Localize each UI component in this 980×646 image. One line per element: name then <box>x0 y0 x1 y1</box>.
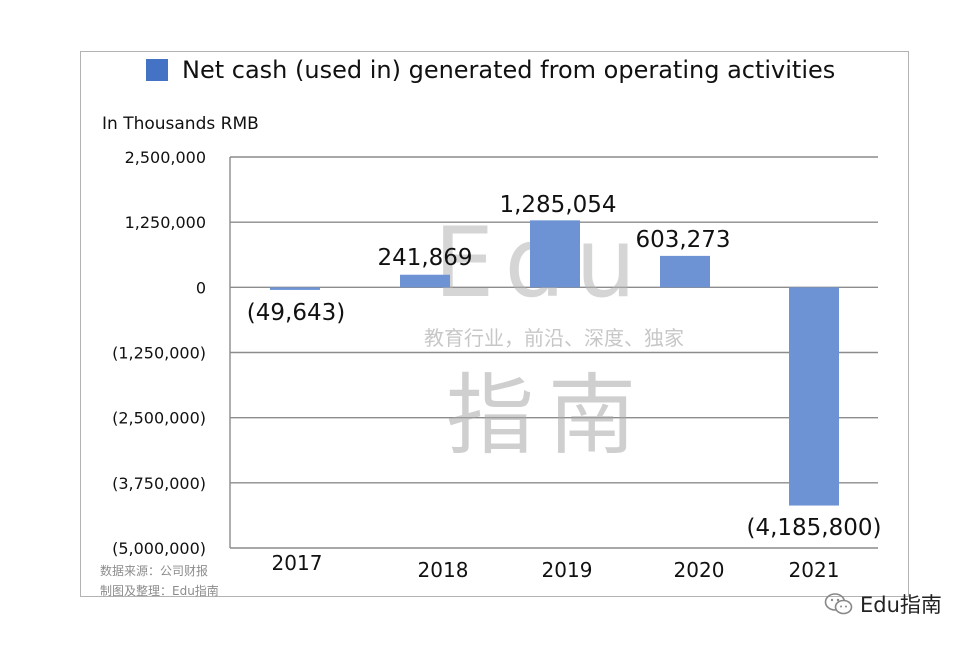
y-tick-label: 1,250,000 <box>125 213 206 232</box>
y-tick-label: (3,750,000) <box>112 474 206 493</box>
legend-swatch <box>146 59 168 81</box>
y-tick-label: (1,250,000) <box>112 344 206 363</box>
y-tick-label: 0 <box>196 278 206 297</box>
bar-2020 <box>660 255 710 288</box>
source-line-1: 数据来源：公司财报 <box>100 564 209 578</box>
x-tick-label: 2021 <box>789 558 840 582</box>
brand-label: Edu指南 <box>860 593 942 617</box>
y-tick-label: 2,500,000 <box>125 148 206 167</box>
wechat-icon <box>824 593 853 615</box>
y-tick-labels: 2,500,000 1,250,000 0 (1,250,000) (2,500,000… <box>112 148 206 558</box>
y-tick-label: (5,000,000) <box>112 539 206 558</box>
bar-2017 <box>270 287 320 290</box>
data-label: (49,643) <box>247 300 345 326</box>
data-label: 241,869 <box>377 245 472 271</box>
watermark-line-2: 教育行业，前沿、深度、独家 <box>424 326 684 350</box>
chart-frame <box>80 51 909 597</box>
watermark-line-3: 指南 <box>446 364 650 467</box>
bars <box>270 220 839 506</box>
data-label: 603,273 <box>635 227 730 253</box>
data-label: (4,185,800) <box>746 515 881 541</box>
x-tick-label: 2018 <box>418 558 469 582</box>
brand: Edu指南 <box>824 589 942 619</box>
legend-label: Net cash (used in) generated from operat… <box>182 56 836 84</box>
bar-2018 <box>400 274 450 288</box>
x-tick-label: 2019 <box>542 558 593 582</box>
x-tick-label: 2017 <box>272 551 323 575</box>
source-line-2: 制图及整理：Edu指南 <box>100 584 219 598</box>
data-label: 1,285,054 <box>499 192 616 218</box>
bar-2019 <box>530 220 580 288</box>
bar-2021 <box>789 287 839 506</box>
y-tick-label: (2,500,000) <box>112 409 206 428</box>
x-tick-labels: 2017 2018 2019 2020 2021 <box>272 551 840 582</box>
y-axis-unit-label: In Thousands RMB <box>102 114 259 134</box>
legend: Net cash (used in) generated from operat… <box>146 54 835 86</box>
x-tick-label: 2020 <box>674 558 725 582</box>
data-labels: (49,643) 241,869 1,285,054 603,273 (4,185,80… <box>247 192 882 541</box>
